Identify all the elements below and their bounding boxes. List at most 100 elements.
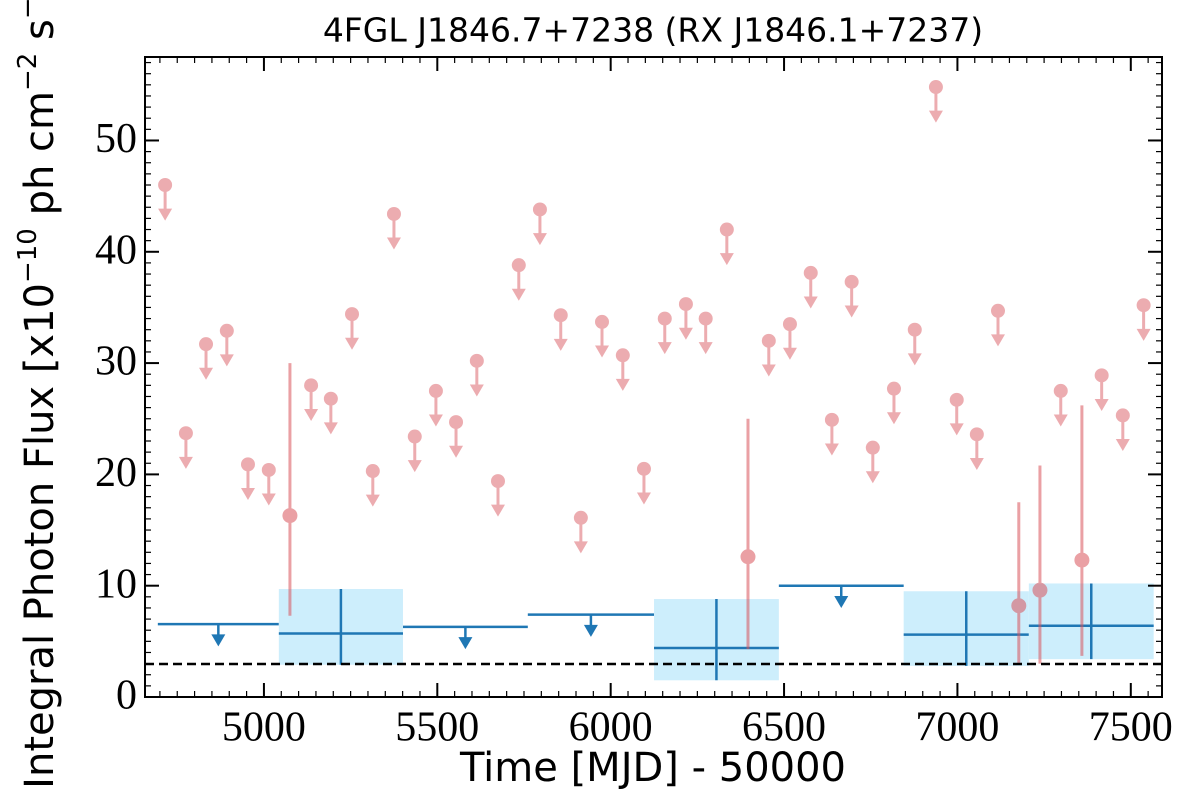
arrow-head	[1136, 328, 1151, 341]
upper-limit	[553, 308, 568, 351]
x-tick-label: 6500	[742, 705, 826, 751]
point	[698, 311, 713, 326]
x-axis-label: Time [MJD] - 50000	[459, 745, 846, 791]
point	[304, 378, 319, 393]
arrow-head	[928, 110, 943, 123]
upper-limit	[928, 80, 943, 123]
arrow-head	[719, 253, 734, 266]
plot-area	[145, 80, 1162, 681]
arrow-head	[449, 445, 464, 458]
arrow-head	[595, 345, 610, 358]
upper-limit	[636, 461, 651, 505]
arrow-head	[824, 443, 839, 456]
point	[1074, 552, 1090, 568]
detection	[740, 418, 756, 650]
upper-limit	[178, 426, 193, 469]
point	[532, 202, 547, 217]
upper-limit	[803, 265, 818, 309]
upper-limit	[907, 322, 922, 366]
arrow-head	[158, 208, 173, 221]
y-tick-label: 30	[95, 339, 137, 385]
arrow-head	[636, 492, 651, 505]
arrow-head	[211, 634, 226, 647]
point	[511, 258, 526, 273]
upper-limit	[1115, 408, 1130, 452]
arrow-head	[490, 504, 505, 517]
y-axis-label-part: −10	[13, 228, 43, 283]
upper-limit	[1053, 383, 1068, 427]
x-tick-label: 5000	[222, 705, 306, 751]
arrow-head	[219, 354, 234, 367]
point	[553, 308, 568, 323]
point	[657, 311, 672, 326]
point	[345, 307, 360, 322]
arrow-head	[573, 541, 588, 554]
upper-limit	[199, 337, 214, 380]
upper-limit	[304, 378, 319, 421]
point	[1032, 582, 1048, 598]
point	[365, 464, 380, 479]
arrow-head	[657, 342, 672, 355]
upper-limit	[678, 297, 693, 340]
point	[803, 265, 818, 280]
upper-limit	[386, 206, 401, 250]
upper-limit	[886, 381, 901, 425]
arrow-head	[886, 412, 901, 425]
upper-limit	[761, 333, 776, 377]
upper-limit	[323, 391, 338, 435]
y-tick-label: 50	[95, 116, 137, 162]
point	[282, 508, 298, 524]
arrow-head	[428, 414, 443, 427]
point	[928, 80, 943, 95]
point	[990, 303, 1005, 318]
arrow-head	[583, 624, 598, 637]
chart-title: 4FGL J1846.7+7238 (RX J1846.1+7237)	[323, 11, 983, 50]
point	[490, 474, 505, 489]
detection	[282, 363, 298, 616]
arrow-head	[553, 338, 568, 351]
upper-limit	[511, 258, 526, 301]
detection	[1011, 502, 1027, 665]
upper-limit	[1136, 298, 1151, 341]
arrow-head	[458, 637, 473, 650]
arrow-head	[844, 305, 859, 318]
point	[949, 392, 964, 407]
arrow-head	[386, 237, 401, 250]
arrow-head	[469, 384, 484, 397]
y-axis-label-part: −1	[13, 0, 43, 19]
point	[573, 510, 588, 525]
arrow-head	[615, 378, 630, 391]
upper-limit	[657, 311, 672, 355]
arrow-head	[1094, 398, 1109, 411]
point	[219, 323, 234, 338]
arrow-head	[678, 327, 693, 340]
x-tick-label: 6000	[569, 705, 653, 751]
x-tick-label: 5500	[395, 705, 479, 751]
point	[428, 383, 443, 398]
upper-limit	[595, 314, 610, 358]
point	[761, 333, 776, 348]
upper-limit	[407, 429, 422, 473]
point	[178, 426, 193, 441]
point	[1136, 298, 1151, 313]
detection	[1074, 405, 1090, 656]
upper-limit	[698, 311, 713, 355]
arrow-head	[990, 334, 1005, 347]
upper-limit	[365, 464, 380, 507]
arrow-head	[511, 288, 526, 301]
upper-limit	[782, 317, 797, 360]
upper-limit	[844, 274, 859, 318]
upper-limit	[240, 457, 255, 500]
point	[1115, 408, 1130, 423]
y-tick-label: 20	[95, 450, 137, 496]
y-axis-label-part: ph cm	[17, 91, 63, 228]
point	[386, 206, 401, 221]
upper-limit	[490, 474, 505, 517]
y-axis-label-part: Integral Photon Flux [x10	[17, 283, 63, 789]
upper-limit	[865, 440, 880, 484]
point	[865, 440, 880, 455]
point	[595, 314, 610, 329]
upper-limit	[615, 348, 630, 391]
point	[844, 274, 859, 289]
